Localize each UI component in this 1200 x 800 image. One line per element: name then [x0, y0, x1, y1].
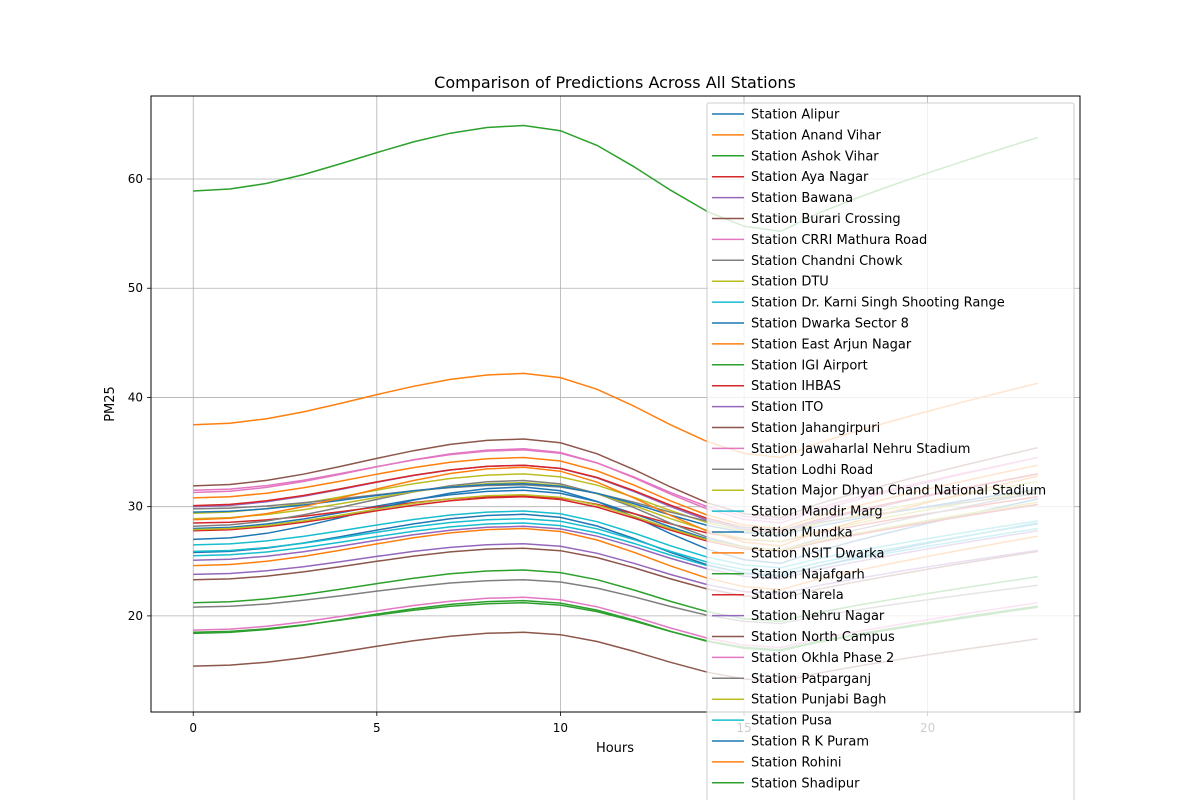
y-tick-label: 60 — [128, 172, 143, 186]
x-tick-label: 0 — [189, 721, 197, 735]
plot-area-frame — [150, 95, 1081, 713]
legend-label: Station Dr. Karni Singh Shooting Range — [751, 296, 1005, 311]
y-tick-label: 20 — [128, 609, 143, 623]
y-axis: 20 30 40 50 60 — [128, 172, 151, 623]
y-tick-label: 40 — [128, 390, 143, 404]
x-tick-label: 5 — [373, 721, 381, 735]
legend-label: Station Narela — [751, 588, 844, 603]
legend-label: Station Dwarka Sector 8 — [751, 317, 909, 332]
legend-label: Station Alipur — [751, 108, 840, 123]
legend-label: Station ITO — [751, 400, 823, 415]
y-tick-label: 50 — [128, 281, 143, 295]
legend-label: Station R K Puram — [751, 735, 869, 750]
legend-label: Station Bawana — [751, 191, 853, 206]
legend-label: Station Lodhi Road — [751, 463, 873, 478]
legend-label: Station IGI Airport — [751, 358, 868, 373]
legend-box — [706, 102, 1075, 800]
y-tick-label: 30 — [128, 500, 143, 514]
legend-label: Station Rohini — [751, 755, 841, 770]
legend-label: Station IHBAS — [751, 379, 841, 394]
x-tick-label: 10 — [553, 721, 568, 735]
legend-label: Station Mundka — [751, 526, 853, 541]
legend-label: Station East Arjun Nagar — [751, 337, 912, 352]
legend-label: Station NSIT Dwarka — [751, 546, 884, 561]
legend-label: Station Patparganj — [751, 672, 871, 687]
legend-label: Station Ashok Vihar — [751, 149, 879, 164]
legend-label: Station Jahangirpuri — [751, 421, 880, 436]
legend-label: Station Pusa — [751, 714, 832, 729]
legend-label: Station Okhla Phase 2 — [751, 651, 894, 666]
legend-label: Station Shadipur — [751, 776, 860, 791]
legend-label: Station Najafgarh — [751, 567, 865, 582]
legend-label: Station Aya Nagar — [751, 170, 869, 185]
chart-title: Comparison of Predictions Across All Sta… — [434, 73, 796, 92]
legend: Station Alipur Station Anand Vihar Station… — [706, 102, 1075, 800]
legend-label: Station Nehru Nagar — [751, 609, 885, 624]
legend-label: Station DTU — [751, 275, 829, 290]
legend-label: Station North Campus — [751, 630, 895, 645]
legend-label: Station CRRI Mathura Road — [751, 233, 927, 248]
legend-label: Station Mandir Marg — [751, 505, 883, 520]
legend-label: Station Major Dhyan Chand National Stadi… — [751, 484, 1046, 499]
legend-label: Station Burari Crossing — [751, 212, 901, 227]
legend-label: Station Jawaharlal Nehru Stadium — [751, 442, 970, 457]
legend-label: Station Chandni Chowk — [751, 254, 903, 269]
legend-label: Station Punjabi Bagh — [751, 693, 886, 708]
y-axis-label: PM25 — [103, 386, 118, 422]
x-axis-label: Hours — [596, 741, 634, 756]
legend-label: Station Anand Vihar — [751, 128, 881, 143]
